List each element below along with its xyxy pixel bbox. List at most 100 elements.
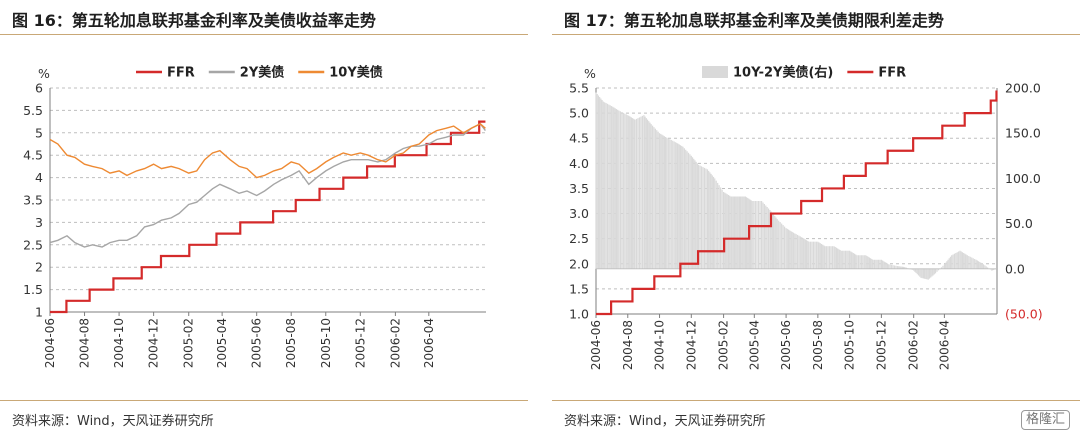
y2-tick-label: 200.0	[1005, 81, 1041, 96]
spread-bar	[959, 250, 961, 269]
spread-bar	[651, 125, 654, 269]
figure-17-source: 资料来源：Wind，天风证券研究所	[564, 414, 766, 429]
spread-bar	[991, 268, 993, 271]
y-tick-label: 3.5	[23, 193, 43, 208]
spread-bar	[792, 232, 794, 269]
y-tick-label: 6	[35, 81, 43, 96]
spread-bar	[621, 112, 623, 269]
spread-bar	[718, 185, 720, 269]
y-tick-label: 3.5	[569, 181, 589, 196]
spread-bar	[899, 266, 901, 269]
spread-bar	[993, 268, 995, 270]
spread-bar	[876, 259, 878, 269]
spread-bar	[927, 268, 929, 280]
spread-bar	[705, 168, 707, 269]
spread-bar	[820, 243, 823, 269]
spread-bar	[901, 266, 903, 269]
spread-bar	[932, 268, 934, 276]
spread-bar	[743, 196, 745, 269]
spread-bar	[745, 197, 748, 269]
spread-bar	[799, 236, 801, 269]
y2-tick-label: 100.0	[1005, 171, 1041, 186]
x-tick-label: 2006-02	[907, 320, 921, 370]
y-tick-label: 4	[35, 170, 43, 185]
x-tick-label: 2005-10	[843, 320, 857, 370]
figure-16-top-rule	[0, 34, 528, 35]
spread-bar	[798, 235, 800, 269]
spread-bar	[722, 191, 725, 269]
spread-bar	[804, 239, 806, 269]
spread-bar	[853, 253, 856, 269]
spread-bar	[776, 219, 778, 269]
spread-bar	[781, 223, 783, 269]
spread-bar	[614, 108, 616, 269]
spread-bar	[785, 228, 787, 269]
spread-bar	[942, 265, 944, 269]
figure-17-bottom-rule	[552, 400, 1080, 401]
spread-bar	[801, 237, 803, 269]
spread-bar	[644, 116, 646, 269]
spread-bar	[922, 268, 924, 279]
spread-bar	[992, 268, 994, 271]
spread-bar	[875, 259, 877, 269]
spread-bar	[682, 146, 684, 269]
spread-bar	[946, 261, 948, 269]
spread-bar	[666, 137, 668, 269]
spread-bar	[653, 127, 655, 269]
spread-bar	[733, 196, 736, 269]
spread-bar	[794, 233, 796, 269]
spread-bar	[643, 115, 645, 269]
spread-bar	[696, 163, 698, 269]
spread-bar	[679, 145, 682, 269]
spread-bar	[717, 182, 719, 269]
spread-bar	[911, 268, 913, 271]
spread-bar	[637, 118, 639, 269]
x-tick-label: 2006-04	[422, 318, 436, 368]
spread-bar	[850, 251, 852, 269]
spread-bar	[822, 244, 824, 269]
spread-bar	[735, 196, 737, 269]
spread-bar	[827, 246, 829, 269]
spread-bar	[866, 255, 868, 269]
spread-bar	[856, 255, 858, 269]
spread-bar	[955, 252, 957, 269]
spread-bar	[677, 143, 679, 269]
y-tick-label: 4.5	[569, 131, 589, 146]
spread-bar	[747, 197, 749, 269]
spread-bar	[870, 258, 872, 269]
spread-bar	[665, 136, 667, 269]
x-tick-label: 2004-08	[621, 320, 635, 370]
spread-bar	[953, 253, 956, 269]
spread-bar	[851, 252, 853, 269]
spread-bar	[662, 135, 664, 269]
spread-bar	[796, 234, 799, 269]
spread-bar	[778, 220, 780, 269]
spread-bar	[612, 106, 614, 269]
spread-bar	[791, 231, 793, 269]
spread-bar	[765, 205, 767, 269]
x-tick-label: 2004-06	[43, 318, 57, 368]
spread-bar	[849, 250, 851, 269]
figure-16-source: 资料来源：Wind，天风证券研究所	[12, 414, 214, 429]
spread-bar	[823, 245, 825, 269]
y2-tick-label: 150.0	[1005, 126, 1041, 141]
spread-bar	[648, 121, 650, 269]
spread-bar	[750, 200, 752, 269]
spread-bar	[690, 155, 692, 269]
spread-bar	[731, 196, 733, 269]
spread-bar	[766, 207, 768, 269]
spread-bar	[740, 196, 742, 269]
spread-bar	[675, 142, 677, 269]
series-2y-line	[49, 122, 486, 248]
figure-16-title: 图 16：第五轮加息联邦基金利率及美债收益率走势	[12, 11, 376, 30]
spread-bar	[837, 248, 839, 269]
spread-bar	[703, 167, 706, 269]
spread-bar	[596, 94, 598, 269]
spread-bar	[824, 246, 826, 269]
spread-bar	[667, 138, 669, 269]
spread-bar	[738, 196, 740, 269]
spread-bar	[808, 241, 810, 269]
spread-bar	[609, 105, 611, 269]
spread-bar	[945, 262, 947, 269]
y-tick-label: 4.0	[569, 156, 589, 171]
